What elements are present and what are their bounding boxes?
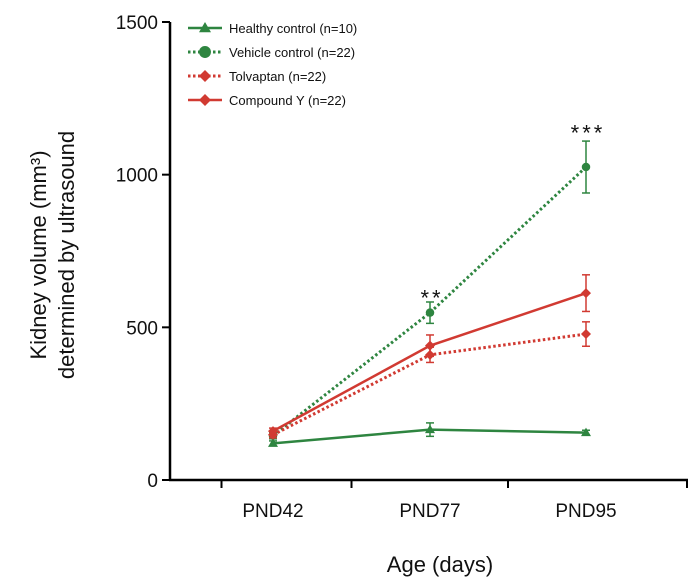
data-point [581, 288, 591, 299]
data-point [425, 424, 435, 434]
legend-item: Vehicle control (n=22) [188, 45, 355, 60]
significance-label: ** [420, 285, 443, 310]
y-ticks: 0 500 1000 1500 [116, 13, 170, 492]
data-point [425, 340, 435, 351]
legend-item: Healthy control (n=10) [188, 21, 357, 36]
annotations: ***** [420, 120, 606, 310]
y-tick-label: 500 [126, 318, 158, 339]
data-point [268, 438, 278, 447]
y-axis-title-line-1: Kidney volume (mm³) [26, 150, 51, 359]
series-4 [268, 274, 591, 437]
legend-marker [199, 22, 211, 33]
y-tick-label: 0 [147, 471, 158, 492]
series-line [272, 165, 588, 437]
data-point [425, 308, 435, 317]
legend-label: Vehicle control (n=22) [229, 45, 355, 60]
data-point [268, 426, 278, 437]
data-point [581, 427, 591, 437]
y-axis-title-line-2: determined by ultrasound [54, 131, 79, 379]
legend-label: Tolvaptan (n=22) [229, 69, 326, 84]
significance-label: *** [571, 120, 606, 145]
x-tick-label: PND77 [399, 501, 460, 522]
x-tick-label: PND42 [242, 501, 303, 522]
series-1 [268, 422, 591, 447]
series-layer [268, 140, 591, 447]
legend: Healthy control (n=10) Vehicle control (n… [188, 21, 357, 108]
x-tick-label: PND95 [555, 501, 616, 522]
y-axis-title: Kidney volume (mm³) determined by ultras… [26, 131, 79, 379]
y-tick-label: 1000 [116, 166, 158, 187]
legend-marker [199, 94, 211, 106]
legend-item: Tolvaptan (n=22) [188, 69, 326, 84]
legend-item: Compound Y (n=22) [188, 93, 346, 108]
x-ticks: PND42 PND77 PND95 [220, 480, 688, 522]
x-axis-title: Age (days) [387, 552, 493, 577]
legend-label: Healthy control (n=10) [229, 21, 357, 36]
data-point [581, 329, 591, 340]
legend-marker [199, 70, 211, 82]
y-tick-label: 1500 [116, 13, 158, 34]
legend-label: Compound Y (n=22) [229, 93, 346, 108]
legend-marker [199, 46, 211, 58]
data-point [581, 162, 591, 172]
axes: 0 500 1000 1500 PND42 PND77 PND95 [116, 13, 688, 522]
